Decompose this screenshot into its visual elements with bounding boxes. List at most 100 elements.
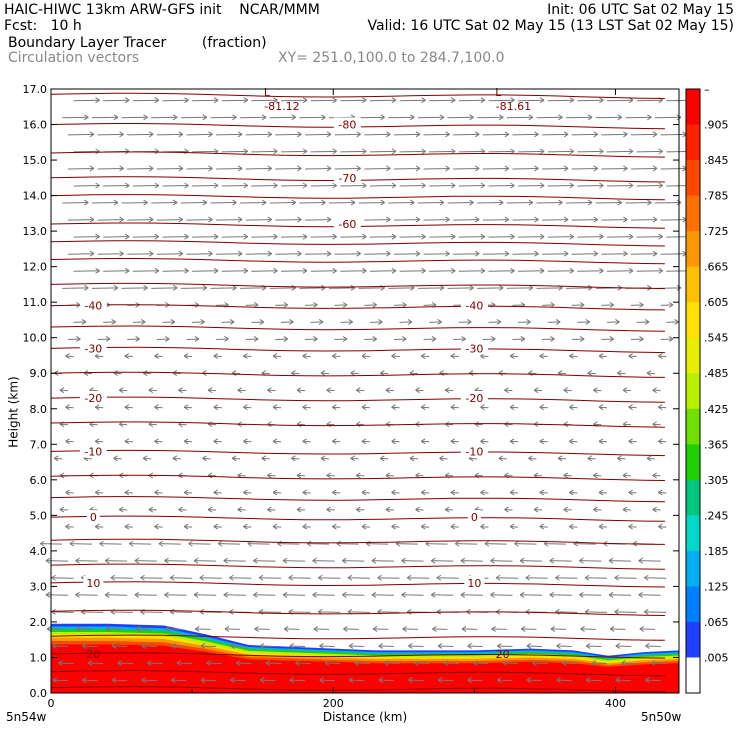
vector-arrow: [275, 301, 289, 308]
vector-arrow: [99, 540, 122, 547]
vector-arrow: [295, 660, 311, 666]
vector-arrow: [658, 489, 667, 496]
y-tick-label: 1.0: [30, 651, 48, 664]
vector-arrow: [217, 540, 241, 547]
vector-arrow: [561, 660, 578, 666]
contour-label: -20: [84, 392, 102, 405]
vector-arrow: [512, 336, 526, 342]
vector-arrow: [652, 387, 661, 394]
vector-arrow: [310, 182, 337, 189]
vector-arrow: [429, 319, 442, 325]
contour-label: -10: [84, 445, 102, 458]
vector-arrow: [282, 557, 306, 564]
vector-arrow: [423, 216, 450, 223]
vector-arrow: [332, 523, 341, 530]
header-init: Init: 06 UTC Sat 02 May 15: [547, 2, 734, 18]
vector-arrow: [591, 660, 608, 666]
vector-arrow: [111, 643, 128, 649]
vector-arrow: [593, 506, 602, 513]
vector-arrow: [162, 267, 189, 274]
vector-arrow: [243, 438, 252, 445]
vector-arrow: [326, 506, 335, 513]
vector-arrow: [423, 165, 450, 172]
vector-arrow: [658, 353, 667, 359]
vector-arrow: [614, 574, 637, 581]
vector-arrow: [216, 216, 243, 223]
vector-arrow: [289, 643, 306, 649]
vector-arrow: [512, 165, 539, 172]
colorbar-swatch: [686, 124, 700, 161]
vector-arrow: [385, 387, 394, 394]
vector-arrow: [230, 677, 246, 683]
vector-arrow: [320, 455, 330, 462]
vector-arrow: [140, 574, 163, 581]
vector-arrow: [178, 506, 187, 513]
vector-arrow: [281, 182, 308, 189]
vector-arrow: [231, 455, 241, 462]
vector-arrow: [54, 455, 63, 462]
colorbar-swatch: [686, 515, 700, 552]
contour-label: -30: [84, 342, 102, 355]
y-tick-label: 12.0: [23, 261, 48, 274]
vector-arrow: [340, 148, 367, 155]
vector-arrow: [348, 677, 365, 683]
vector-arrow: [525, 574, 548, 581]
vector-arrow: [429, 97, 456, 104]
vector-arrow: [539, 404, 548, 411]
vector-arrow: [458, 182, 486, 189]
colorbar-swatch: [686, 408, 700, 445]
vector-arrow: [134, 591, 157, 598]
vector-arrow: [178, 387, 187, 394]
vector-arrow: [423, 250, 450, 257]
vector-arrow: [608, 557, 632, 564]
y-tick-label: 4.0: [30, 545, 48, 558]
vector-arrow: [364, 131, 391, 138]
vector-arrow: [302, 438, 311, 445]
vector-arrow: [536, 114, 563, 121]
vector-arrow: [240, 199, 267, 206]
vector-arrow: [467, 677, 483, 683]
vector-arrow: [124, 523, 133, 530]
vector-arrow: [622, 506, 632, 513]
y-tick-label: 14.0: [23, 190, 48, 203]
vector-arrow: [658, 438, 667, 445]
vector-arrow: [388, 199, 415, 206]
vector-arrow: [91, 199, 119, 206]
vector-arrow: [207, 472, 217, 479]
vector-arrow: [67, 336, 81, 342]
vectors-label: Circulation vectors: [8, 50, 140, 66]
vector-arrow: [547, 233, 575, 240]
vector-arrow: [644, 608, 667, 615]
vector-arrow: [142, 370, 152, 377]
vector-arrow: [169, 574, 193, 581]
vector-arrow: [97, 131, 124, 138]
vector-arrow: [296, 421, 306, 428]
vector-arrow: [539, 438, 548, 445]
vector-arrow: [267, 472, 276, 479]
vector-arrow: [437, 677, 454, 683]
colorbar-label: .665: [704, 261, 729, 274]
vector-arrow: [302, 523, 311, 530]
vector-arrow: [318, 574, 341, 581]
vector-arrow: [245, 165, 273, 172]
vector-arrow: [103, 233, 130, 240]
vector-arrow: [420, 438, 430, 445]
vector-arrow: [430, 557, 454, 564]
x-endpoint-right: 5n50w: [641, 710, 682, 724]
vector-arrow: [609, 625, 626, 632]
vector-arrow: [199, 574, 222, 581]
contour-line: [50, 581, 665, 588]
vector-arrow: [350, 455, 359, 462]
vector-arrow: [67, 216, 95, 223]
contour-line: [50, 346, 665, 354]
vector-arrow: [417, 199, 445, 206]
vector-arrow: [450, 404, 459, 411]
vector-arrow: [361, 353, 370, 359]
colorbar-label: .605: [704, 296, 729, 309]
vector-arrow: [528, 455, 537, 462]
vector-arrow: [65, 523, 74, 530]
vector-arrow: [319, 643, 335, 649]
vector-arrow: [579, 591, 602, 598]
vector-arrow: [617, 370, 626, 377]
vector-arrow: [539, 523, 548, 530]
